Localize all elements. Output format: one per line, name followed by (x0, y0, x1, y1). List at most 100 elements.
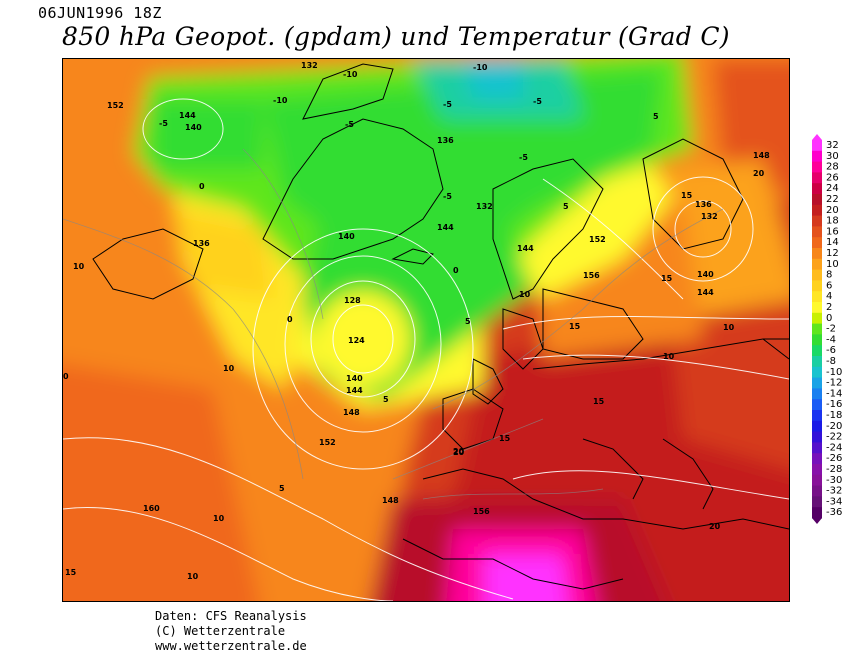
geopot-label: 136 (437, 136, 454, 145)
legend-label: 0 (826, 313, 832, 324)
credit-copyright: (C) Wetterzentrale (155, 624, 286, 638)
geopot-label: 136 (695, 200, 712, 209)
legend-label: 12 (826, 248, 839, 259)
temp-label: 10 (663, 352, 675, 361)
temp-label: 10 (187, 572, 199, 581)
temp-label: 10 (519, 290, 531, 299)
legend-label: -36 (826, 507, 842, 518)
legend-label: 32 (826, 140, 839, 151)
temp-label: 10 (73, 262, 85, 271)
legend-label: -10 (826, 367, 842, 378)
map-datestamp: 06JUN1996 18Z (38, 4, 162, 22)
legend-label: -20 (826, 421, 842, 432)
temp-label: 5 (563, 202, 569, 211)
temperature-isolines (63, 148, 724, 500)
temp-label: 0 (453, 266, 459, 275)
temp-label: 15 (65, 568, 77, 577)
legend-swatch (812, 496, 822, 508)
geopot-label: 128 (344, 296, 361, 305)
temp-label: 10 (223, 364, 235, 373)
legend-swatch (812, 399, 822, 411)
legend-swatch (812, 442, 822, 454)
temp-label: 20 (753, 169, 765, 178)
legend-label: 20 (826, 205, 839, 216)
legend-label: -2 (826, 324, 836, 335)
geopot-label: 148 (753, 151, 770, 160)
temp-label: 15 (593, 397, 605, 406)
temp-label: -5 (443, 100, 452, 109)
temp-label: 15 (681, 191, 693, 200)
legend-label: 16 (826, 226, 839, 237)
legend-label: -14 (826, 388, 842, 399)
geopot-label: 140 (185, 123, 202, 132)
legend-swatch (812, 258, 822, 271)
legend-swatch (812, 345, 822, 357)
legend-label: 24 (826, 183, 839, 194)
geopot-label: 144 (346, 386, 363, 395)
legend-label: -4 (826, 334, 836, 345)
geopot-label: 148 (343, 408, 360, 417)
temp-label: 20 (453, 448, 465, 457)
geopot-label: 156 (473, 507, 490, 516)
temp-label: 15 (569, 322, 581, 331)
geopot-label: 132 (476, 202, 493, 211)
legend-swatch (812, 356, 822, 368)
temp-label: -10 (473, 63, 488, 72)
geopot-label: 132 (301, 61, 318, 70)
temp-label: -10 (343, 70, 358, 79)
legend-label: 6 (826, 280, 832, 291)
legend-swatch (812, 291, 822, 303)
legend-swatch (812, 366, 822, 379)
legend-label: 26 (826, 172, 839, 183)
geopot-label: 140 (346, 374, 363, 383)
temp-label: -10 (273, 96, 288, 105)
legend-label: -8 (826, 356, 836, 367)
temp-label: 5 (653, 112, 659, 121)
temp-label: 5 (279, 484, 285, 493)
legend-label: -30 (826, 475, 842, 486)
temp-label: -5 (159, 119, 168, 128)
legend-swatch (812, 194, 822, 206)
temp-label: 20 (453, 447, 465, 456)
legend-label: 4 (826, 291, 832, 302)
legend-label: -34 (826, 496, 842, 507)
temp-label: 15 (661, 274, 673, 283)
legend-label: 14 (826, 237, 839, 248)
legend-label: -16 (826, 399, 842, 410)
geopot-label: 144 (179, 111, 196, 120)
legend-arrow-bottom (812, 518, 822, 524)
credit-data-source: Daten: CFS Reanalysis (155, 609, 307, 623)
credit-website: www.wetterzentrale.de (155, 639, 307, 653)
legend-label: -12 (826, 378, 842, 389)
legend-swatch (812, 507, 822, 519)
map-title: 850 hPa Geopot. (gpdam) und Temperatur (… (62, 22, 730, 51)
credits: Daten: CFS Reanalysis (C) Wetterzentrale… (155, 609, 307, 654)
geopotential-labels: 152 144 140 136 132 128 124 140 144 148 … (107, 61, 770, 516)
legend-label: 22 (826, 194, 839, 205)
legend-swatch (812, 215, 822, 227)
legend-label: 18 (826, 216, 839, 227)
legend-swatch (812, 183, 822, 195)
temperature-legend: 32 30 28 26 24 22 20 18 16 14 12 10 8 6 4 2 0 -2 -4 -6 -8 -10… (812, 134, 848, 524)
legend-label: 10 (826, 259, 839, 270)
temperature-colorbar: 32302826242220181614121086420-2-4-6-8-10… (812, 134, 842, 524)
legend-swatch (812, 485, 822, 497)
legend-label: 2 (826, 302, 832, 313)
geopot-label: 152 (319, 438, 336, 447)
geopot-label: 140 (338, 232, 355, 241)
temp-label: 0 (287, 315, 293, 324)
geopot-label: 148 (382, 496, 399, 505)
legend-swatch (812, 453, 822, 465)
geopot-label: 140 (697, 270, 714, 279)
legend-label: -6 (826, 345, 836, 356)
legend-swatch (812, 302, 822, 314)
geopot-label: 144 (437, 223, 454, 232)
temperature-field (63, 59, 789, 601)
geopot-label: 156 (583, 271, 600, 280)
legend-label: -24 (826, 442, 842, 453)
legend-label: -26 (826, 453, 842, 464)
legend-label: -28 (826, 464, 842, 475)
legend-swatch (812, 312, 822, 325)
geopot-label: 144 (697, 288, 714, 297)
legend-swatch (812, 464, 822, 476)
